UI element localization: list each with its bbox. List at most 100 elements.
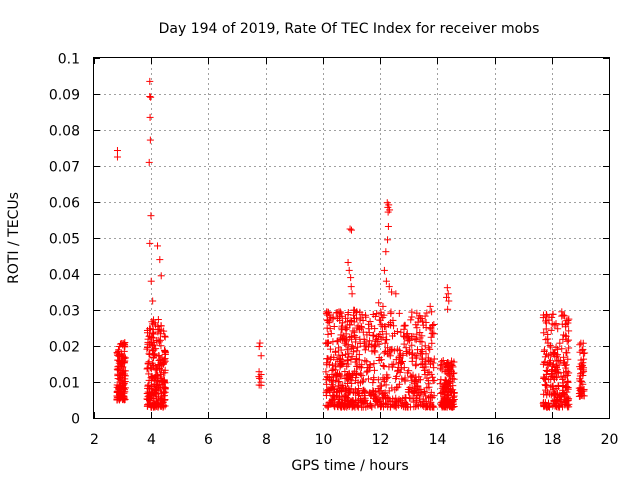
x-axis-label: GPS time / hours: [291, 458, 408, 474]
data-point: [381, 339, 389, 347]
data-point: [330, 323, 338, 331]
data-point: [412, 362, 420, 370]
x-tick-label: 2: [90, 432, 99, 448]
data-point: [373, 310, 381, 318]
data-point: [384, 208, 392, 216]
data-point: [332, 392, 340, 400]
axis-ticks: [94, 58, 610, 419]
data-point: [355, 356, 363, 364]
y-tick-label: 0: [71, 412, 80, 428]
data-point: [343, 346, 351, 354]
data-point: [323, 324, 331, 332]
data-point: [344, 341, 352, 349]
data-point: [389, 332, 397, 340]
data-point: [380, 376, 388, 384]
data-point: [401, 322, 409, 330]
data-point: [579, 392, 587, 400]
data-point: [341, 368, 349, 376]
data-point: [336, 372, 344, 380]
data-point: [152, 345, 160, 353]
data-point: [324, 308, 332, 316]
data-point: [400, 340, 408, 348]
data-point: [115, 382, 123, 390]
data-point: [323, 361, 331, 369]
data-point: [379, 333, 387, 341]
y-tick-label: 0.07: [49, 160, 80, 176]
data-point: [541, 346, 549, 354]
data-point: [328, 361, 336, 369]
data-point: [326, 355, 334, 363]
data-point: [412, 321, 420, 329]
data-point: [336, 308, 344, 316]
data-point: [349, 311, 357, 319]
data-point: [161, 355, 169, 363]
data-point: [149, 334, 157, 342]
data-point: [549, 310, 557, 318]
data-point: [400, 364, 408, 372]
data-point: [338, 398, 346, 406]
data-point: [408, 308, 416, 316]
data-point: [158, 366, 166, 374]
data-point: [382, 248, 390, 256]
data-point: [394, 367, 402, 375]
data-point: [329, 381, 337, 389]
data-point: [540, 329, 548, 337]
data-point: [160, 376, 168, 384]
data-point: [323, 380, 331, 388]
data-point: [555, 361, 563, 369]
data-point: [338, 361, 346, 369]
data-point: [341, 336, 349, 344]
data-point: [560, 331, 568, 339]
data-point: [378, 328, 386, 336]
data-point: [143, 326, 151, 334]
data-point: [408, 373, 416, 381]
data-point: [576, 348, 584, 356]
data-point: [552, 362, 560, 370]
data-point: [423, 384, 431, 392]
data-point: [146, 93, 154, 101]
data-point: [547, 326, 555, 334]
data-point: [153, 364, 161, 372]
data-point: [403, 331, 411, 339]
data-point: [417, 349, 425, 357]
data-point: [327, 384, 335, 392]
data-point: [407, 372, 415, 380]
data-point: [549, 382, 557, 390]
data-point: [255, 343, 263, 351]
data-point: [401, 399, 409, 407]
data-point: [438, 366, 446, 374]
data-point: [339, 399, 347, 407]
data-point: [409, 349, 417, 357]
data-point: [380, 349, 388, 357]
data-point: [560, 353, 568, 361]
data-point: [390, 322, 398, 330]
data-point: [153, 336, 161, 344]
data-point: [322, 309, 330, 317]
data-point: [382, 381, 390, 389]
data-point: [394, 366, 402, 374]
data-point: [161, 332, 169, 340]
data-point: [257, 371, 265, 379]
data-point: [392, 290, 400, 298]
data-point: [362, 313, 370, 321]
y-tick-label: 0.08: [49, 124, 80, 140]
data-point: [397, 365, 405, 373]
data-point: [396, 354, 404, 362]
data-point: [370, 366, 378, 374]
data-point: [553, 352, 561, 360]
data-point: [414, 402, 422, 410]
data-point: [157, 272, 165, 280]
data-point: [145, 350, 153, 358]
data-point: [547, 375, 555, 383]
data-point: [385, 387, 393, 395]
data-point: [430, 320, 438, 328]
data-point: [146, 239, 154, 247]
data-point: [120, 367, 128, 375]
data-point: [423, 309, 431, 317]
data-point: [370, 331, 378, 339]
data-point: [154, 399, 162, 407]
data-point: [356, 379, 364, 387]
y-tick-label: 0.02: [49, 340, 80, 356]
data-point: [143, 345, 151, 353]
data-point: [579, 372, 587, 380]
